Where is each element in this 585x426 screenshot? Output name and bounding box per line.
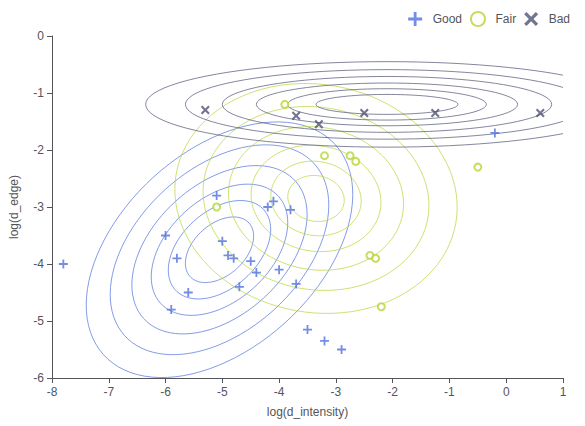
- svg-text:-4: -4: [33, 257, 44, 271]
- svg-text:-2: -2: [33, 143, 44, 157]
- svg-text:-8: -8: [47, 385, 58, 399]
- svg-text:-5: -5: [33, 314, 44, 328]
- svg-text:-3: -3: [33, 200, 44, 214]
- svg-text:Good: Good: [433, 12, 462, 26]
- svg-text:Fair: Fair: [495, 12, 516, 26]
- svg-text:-1: -1: [33, 86, 44, 100]
- svg-text:-4: -4: [274, 385, 285, 399]
- svg-text:log(d_intensity): log(d_intensity): [267, 405, 348, 419]
- svg-text:0: 0: [37, 29, 44, 43]
- svg-text:-7: -7: [103, 385, 114, 399]
- svg-text:-1: -1: [444, 385, 455, 399]
- svg-text:log(d_edge): log(d_edge): [7, 175, 21, 239]
- svg-text:-6: -6: [33, 371, 44, 385]
- svg-text:-5: -5: [217, 385, 228, 399]
- svg-text:Bad: Bad: [549, 12, 570, 26]
- svg-text:-6: -6: [160, 385, 171, 399]
- svg-text:0: 0: [503, 385, 510, 399]
- svg-text:-3: -3: [331, 385, 342, 399]
- svg-text:-2: -2: [387, 385, 398, 399]
- svg-text:1: 1: [560, 385, 567, 399]
